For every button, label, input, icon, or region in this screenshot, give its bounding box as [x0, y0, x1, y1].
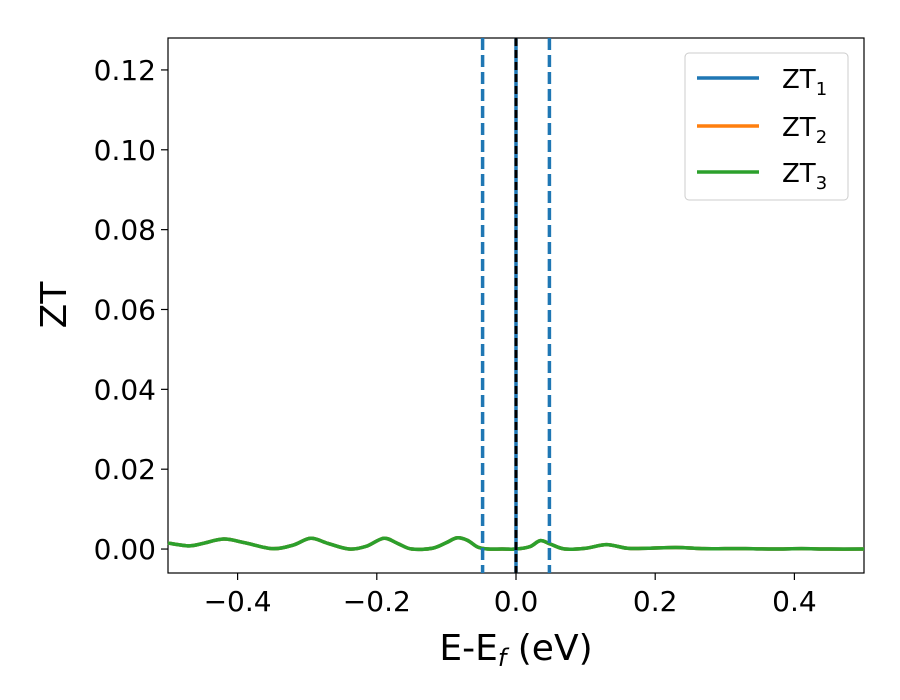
legend-box — [684, 52, 849, 201]
y-tick-label: 0.02 — [94, 453, 156, 486]
x-tick-label: −0.2 — [343, 585, 411, 618]
x-tick-label: 0.0 — [494, 585, 539, 618]
y-tick-label: 0.04 — [94, 373, 156, 406]
legend-label-zt2: ZT2 — [782, 113, 827, 148]
vertical-reference-lines — [480, 38, 552, 573]
y-tick-label: 0.06 — [94, 293, 156, 326]
x-tick-label: −0.4 — [204, 585, 272, 618]
legend-label-zt1: ZT1 — [782, 65, 827, 100]
y-tick-label: 0.10 — [94, 134, 156, 167]
legend: ZT1 ZT2 ZT3 — [684, 52, 849, 201]
y-axis-ticks: 0.00 0.02 0.04 0.06 0.08 0.10 0.12 — [94, 54, 168, 566]
x-axis-label-unit: (eV) — [506, 628, 592, 669]
x-tick-label: 0.4 — [772, 585, 817, 618]
y-tick-label: 0.12 — [94, 54, 156, 87]
x-axis-ticks: −0.4 −0.2 0.0 0.2 0.4 — [204, 573, 817, 618]
x-tick-label: 0.2 — [633, 585, 678, 618]
legend-label-zt3: ZT3 — [782, 159, 827, 194]
y-axis-label: ZT — [34, 281, 75, 329]
y-tick-label: 0.08 — [94, 214, 156, 247]
x-axis-label: E-Ef (eV) — [439, 628, 592, 672]
x-axis-label-main: E-E — [439, 628, 497, 669]
y-tick-label: 0.00 — [94, 533, 156, 566]
